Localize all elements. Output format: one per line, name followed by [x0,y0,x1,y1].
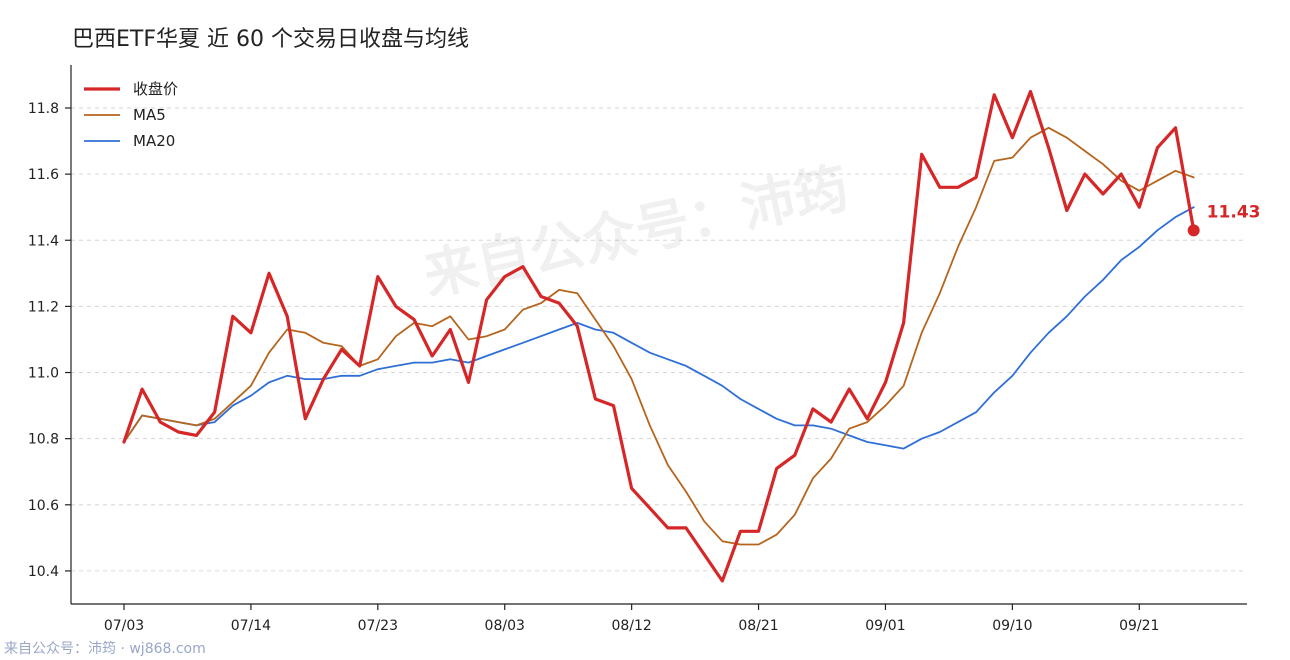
last-close-marker [1187,224,1200,237]
y-tick-label: 11.4 [28,233,59,249]
y-axis-ticks: 10.4 10.6 10.8 11.0 11.2 11.4 11.6 11.8 [28,101,71,580]
last-close-label: 11.43 [1207,202,1261,222]
series-line-ma20 [123,206,1195,450]
y-tick-label: 11.8 [28,101,59,117]
legend-label-close: 收盘价 [133,80,178,98]
legend-label-ma20: MA20 [133,132,175,150]
y-tick-label: 11.0 [28,366,59,382]
series-line-ma5 [123,126,1195,546]
legend: 收盘价 MA5 MA20 [84,80,178,150]
chart-title: 巴西ETF华夏 近 60 个交易日收盘与均线 [72,27,469,52]
series-line-close [122,89,1196,583]
y-tick-label: 10.4 [28,564,59,580]
x-tick-label: 07/14 [231,618,271,634]
y-tick-label: 11.6 [28,167,59,183]
x-tick-label: 09/10 [992,618,1032,634]
x-tick-label: 09/21 [1119,618,1159,634]
x-axis-ticks: 07/03 07/14 07/23 08/03 08/12 08/21 09/01 09/10… [104,604,1159,634]
footer-watermark: 来自公众号：沛筠 · wj868.com [4,641,206,657]
y-tick-label: 10.8 [28,432,59,448]
x-tick-label: 08/12 [611,618,651,634]
y-tick-label: 10.6 [28,498,59,514]
gridlines [71,107,1247,572]
x-tick-label: 08/21 [738,618,778,634]
series-lines [122,89,1196,583]
y-tick-label: 11.2 [28,299,59,315]
x-tick-label: 09/01 [865,618,905,634]
legend-label-ma5: MA5 [133,106,166,124]
x-tick-label: 08/03 [485,618,525,634]
x-tick-label: 07/03 [104,618,144,634]
watermark: 来自公众号：沛筠 [418,156,854,307]
x-tick-label: 07/23 [358,618,398,634]
